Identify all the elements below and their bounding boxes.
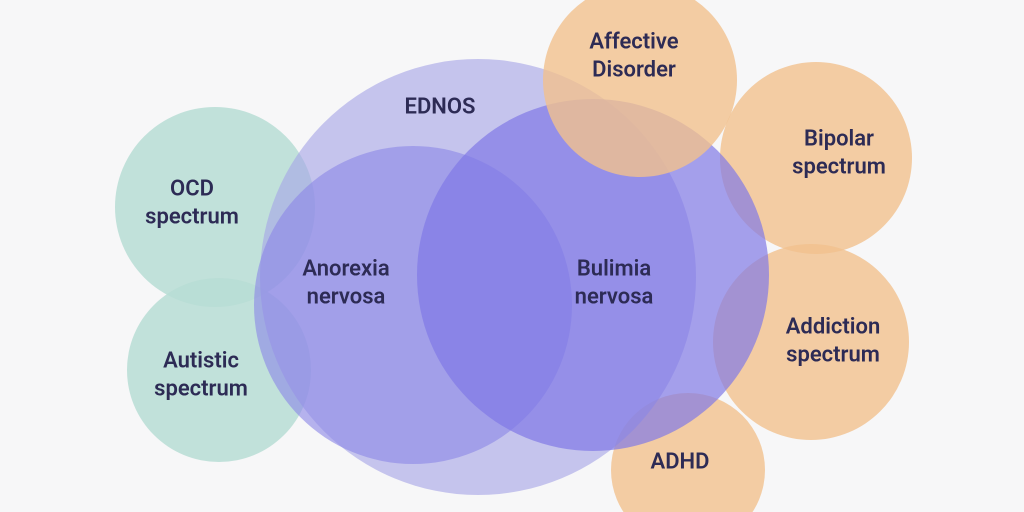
label-bipolar: Bipolar spectrum (792, 126, 886, 181)
label-bulimia: Bulimia nervosa (575, 256, 654, 311)
label-anorexia: Anorexia nervosa (302, 256, 389, 311)
venn-diagram: EDNOS Anorexia nervosa Bulimia nervosa O… (0, 0, 1024, 512)
label-addiction: Addiction spectrum (786, 314, 881, 369)
label-affective: Affective Disorder (589, 29, 678, 84)
label-ocd: OCD spectrum (145, 176, 239, 231)
label-autistic: Autistic spectrum (154, 348, 248, 403)
label-adhd: ADHD (651, 448, 710, 476)
label-ednos: EDNOS (405, 93, 476, 121)
